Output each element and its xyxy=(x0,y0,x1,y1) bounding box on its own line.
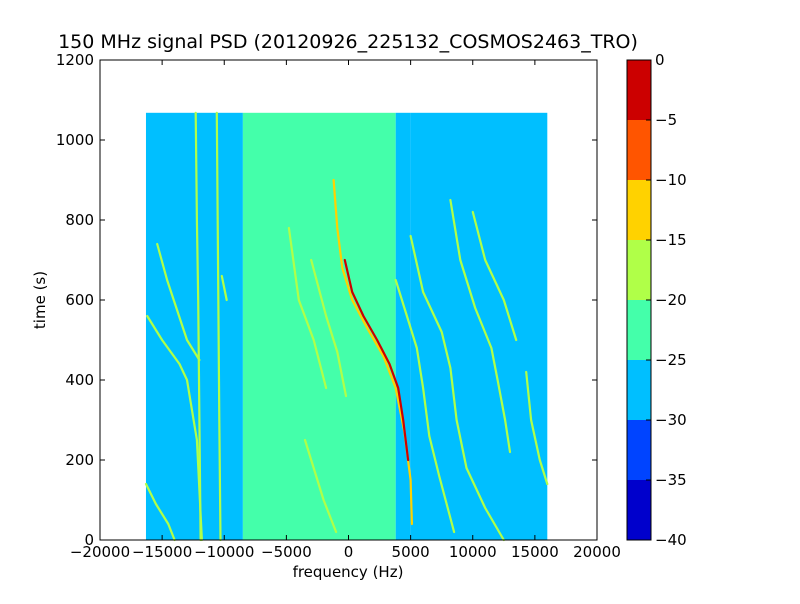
x-tick-label: −5000 xyxy=(261,543,312,561)
y-tick-label: 200 xyxy=(65,451,94,469)
signal-trace-4 xyxy=(394,278,456,534)
x-tick-label: −10000 xyxy=(194,543,254,561)
x-tick-label: −15000 xyxy=(132,543,192,561)
signal-trace-12 xyxy=(220,274,228,302)
colorbar-segment-7 xyxy=(627,60,651,120)
colorbar-tick-label: 0 xyxy=(655,51,665,69)
signal-trace-14 xyxy=(303,438,338,534)
colorbar-tick-label: −10 xyxy=(655,171,687,189)
signal-trace-1 xyxy=(343,258,410,462)
heatmap-region-2 xyxy=(395,112,411,541)
signal-trace-7 xyxy=(471,210,518,342)
signal-trace-2 xyxy=(287,226,328,390)
x-tick-label: 0 xyxy=(344,543,354,561)
signal-trace-9 xyxy=(146,314,203,542)
y-tick-label: 600 xyxy=(65,291,94,309)
y-axis-label: time (s) xyxy=(31,271,49,329)
colorbar-segment-3 xyxy=(627,300,651,360)
y-tick-label: 400 xyxy=(65,371,94,389)
signal-trace-11 xyxy=(156,242,201,362)
x-tick-label: 10000 xyxy=(449,543,497,561)
signal-trace-15 xyxy=(215,111,222,542)
x-axis: −20000 −15000 −10000 −5000 0 5000 10000 15000 20… xyxy=(70,60,621,561)
colorbar-segment-5 xyxy=(627,180,651,240)
x-tick-label: 20000 xyxy=(573,543,621,561)
signal-trace-6 xyxy=(449,198,512,454)
y-tick-label: 800 xyxy=(65,211,94,229)
signal-trace-3 xyxy=(310,258,348,398)
colorbar-segment-1 xyxy=(627,420,651,480)
y-tick-label: 1200 xyxy=(56,51,94,69)
colorbar-tick-label: −5 xyxy=(655,111,677,129)
x-tick-label: 15000 xyxy=(511,543,559,561)
colorbar-tick-label: −15 xyxy=(655,231,687,249)
heatmap-region-1 xyxy=(242,112,396,541)
x-tick-label: −20000 xyxy=(70,543,130,561)
colorbar: 0 −5 −10 −15 −20 −25 −30 −35 −40 xyxy=(626,51,687,549)
signal-trace-13 xyxy=(194,111,202,542)
colorbar-tick-label: −30 xyxy=(655,411,687,429)
colorbar-tick-label: −40 xyxy=(655,531,687,549)
signal-trace-10 xyxy=(144,482,176,542)
x-axis-label: frequency (Hz) xyxy=(293,563,404,581)
heatmap-region-3 xyxy=(410,112,548,541)
x-tick-label: 5000 xyxy=(392,543,430,561)
y-tick-label: 0 xyxy=(84,531,94,549)
heatmap-layer xyxy=(144,111,549,542)
colorbar-segment-4 xyxy=(627,240,651,300)
colorbar-tick-label: −25 xyxy=(655,351,687,369)
chart-title: 150 MHz signal PSD (20120926_225132_COSM… xyxy=(58,31,638,53)
signal-trace-8 xyxy=(525,370,549,486)
heatmap-region-0 xyxy=(145,112,243,541)
colorbar-tick-label: −35 xyxy=(655,471,687,489)
y-tick-label: 1000 xyxy=(56,131,94,149)
colorbar-segment-6 xyxy=(627,120,651,180)
colorbar-segment-0 xyxy=(627,480,651,540)
signal-trace-5 xyxy=(409,234,505,542)
colorbar-tick-label: −20 xyxy=(655,291,687,309)
y-axis: 0 200 400 600 800 1000 1200 xyxy=(56,51,597,549)
colorbar-segment-2 xyxy=(627,360,651,420)
